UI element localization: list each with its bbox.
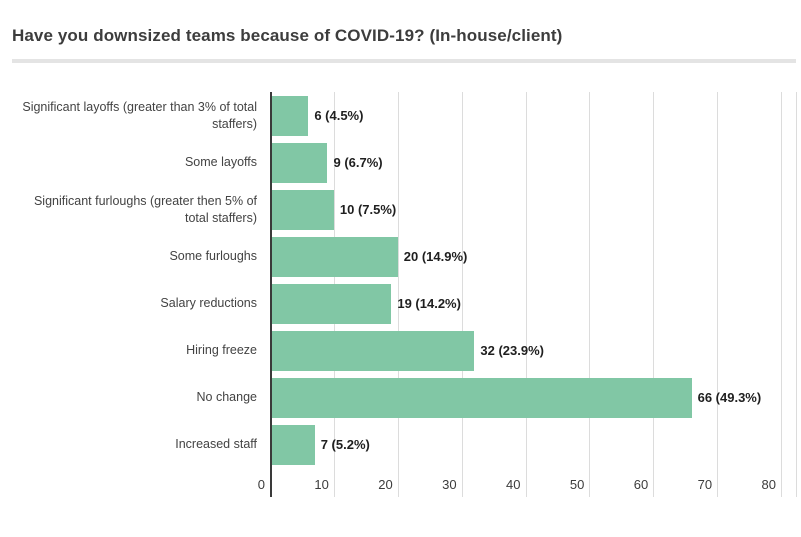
gridline-50 [589,92,591,497]
category-label: Significant furloughs (greater then 5% o… [33,193,257,225]
x-tick-label-0: 0 [257,477,265,492]
chart-row: 19 (14.2%) [270,280,797,327]
value-label: 7 (5.2%) [320,437,370,452]
label-row: Significant furloughs (greater then 5% o… [12,186,270,233]
plot-area: 6 (4.5%) 9 (6.7%) 10 (7.5%) 20 (14.9%) 19 (1… [258,92,797,497]
value-label: 32 (23.9%) [480,343,544,358]
gridline-80 [781,92,783,497]
chart-row: 6 (4.5%) [270,92,797,139]
bar-1[interactable] [270,95,309,136]
gridline-30 [461,92,463,497]
plot-right-border [796,92,797,497]
x-tick-label-10: 10 [314,477,329,492]
x-tick-label-80: 80 [761,477,777,492]
title-divider [12,59,796,63]
bar-4[interactable] [270,236,398,277]
value-label: 20 (14.9%) [403,249,468,264]
chart-row: 10 (7.5%) [270,186,797,233]
chart-title: Have you downsized teams because of COVI… [12,26,563,45]
bar-3[interactable] [270,189,334,230]
bar-7[interactable] [270,377,692,418]
category-axis: Significant layoffs (greater than 3% of … [12,92,270,497]
value-label: 6 (4.5%) [314,108,364,123]
category-label: No change [196,390,257,405]
value-label: 66 (49.3%) [697,390,762,405]
bar-chart: Significant layoffs (greater than 3% of … [12,92,797,497]
gridline-40 [525,92,527,497]
bar-2[interactable] [270,142,328,183]
label-row: Hiring freeze [12,327,270,374]
chart-row: 7 (5.2%) [270,421,797,468]
gridline-60 [653,92,655,497]
gridline-20 [397,92,399,497]
value-label: 10 (7.5%) [339,202,397,217]
label-row: Significant layoffs (greater than 3% of … [12,92,270,139]
category-label: Some furloughs [169,249,257,264]
chart-row: 9 (6.7%) [270,139,797,186]
label-row: Some layoffs [12,139,270,186]
x-tick-label-70: 70 [697,477,713,492]
label-row: Increased staff [12,421,270,468]
value-label: 19 (14.2%) [397,296,461,311]
category-label: Hiring freeze [186,343,257,358]
category-label: Some layoffs [184,155,257,170]
label-row: Some furloughs [12,233,270,280]
x-tick-label-20: 20 [378,477,393,492]
category-label: Salary reductions [160,296,257,311]
bar-8[interactable] [270,424,315,465]
category-label: Increased staff [175,437,257,452]
label-row: Salary reductions [12,280,270,327]
label-row: No change [12,374,270,421]
x-tick-label-50: 50 [569,477,585,492]
value-label: 9 (6.7%) [333,155,383,170]
x-tick-label-60: 60 [633,477,649,492]
bar-5[interactable] [270,283,392,324]
x-tick-label-30: 30 [442,477,457,492]
gridline-70 [717,92,719,497]
y-axis-line [270,92,272,497]
bar-6[interactable] [270,330,475,371]
category-label: Significant layoffs (greater than 3% of … [22,99,257,131]
chart-row: 32 (23.9%) [270,327,797,374]
chart-row: 66 (49.3%) [270,374,797,421]
x-tick-label-40: 40 [506,477,521,492]
chart-row: 20 (14.9%) [270,233,797,280]
